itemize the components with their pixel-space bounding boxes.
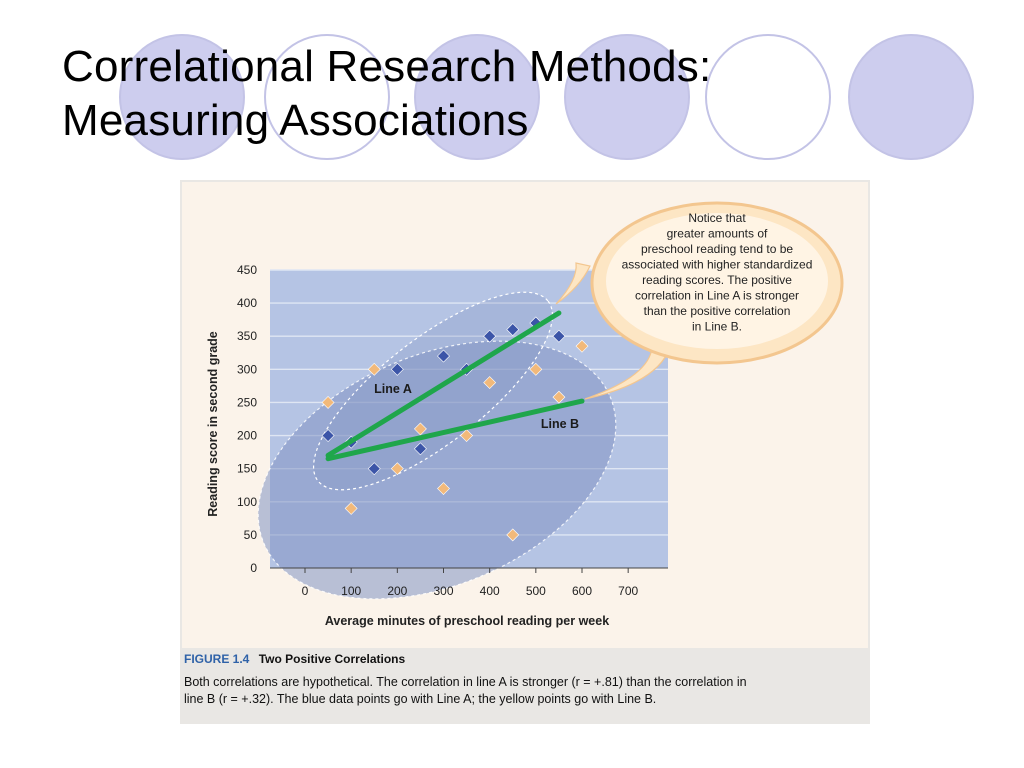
y-tick-label-0: 0 [250, 561, 257, 575]
x-axis-label: Average minutes of preschool reading per… [325, 614, 609, 628]
deco-circle-4 [564, 34, 690, 160]
line-b-point-7 [483, 376, 497, 390]
callout-line-1: Notice that [688, 211, 746, 225]
callout-line-2: greater amounts of [667, 227, 768, 241]
callout-line-7: than the positive correlation [644, 304, 791, 318]
line-b-point-6 [460, 429, 474, 442]
y-axis-label: Reading score in second grade [206, 331, 220, 517]
line-a-point-10 [552, 329, 566, 343]
figure-number: FIGURE 1.4 [184, 652, 250, 666]
line-a-point-4 [413, 442, 427, 456]
line-a-point-3 [390, 362, 404, 376]
x-tick-label-300: 300 [433, 584, 453, 598]
line-b-point-9 [529, 362, 543, 376]
y-tick-label-50: 50 [244, 528, 258, 542]
x-tick-label-200: 200 [387, 584, 407, 598]
slide-title-line-1: Correlational Research Methods: [62, 42, 712, 91]
line-a-point-8 [506, 323, 520, 337]
figure-name: Two Positive Correlations [258, 652, 406, 666]
x-tick-label-700: 700 [618, 584, 638, 598]
deco-circle-5 [705, 34, 831, 160]
slide-title: Correlational Research Methods: Measurin… [62, 40, 711, 148]
deco-circle-3 [414, 34, 540, 160]
deco-circle-2 [264, 34, 390, 160]
y-tick-label-100: 100 [237, 495, 257, 509]
line-a-point-5 [437, 349, 450, 363]
line-b-point-11 [575, 339, 589, 353]
line-a-point-2 [367, 462, 381, 476]
line-b-ellipse [258, 341, 616, 599]
deco-circle-6 [848, 34, 974, 160]
line-a-trend [325, 310, 562, 458]
line-b-ellipse-outline [257, 340, 617, 600]
y-tick-label-250: 250 [237, 395, 257, 409]
line-b-point-8 [506, 528, 520, 542]
background-circles [119, 34, 974, 160]
y-tick-label-300: 300 [237, 362, 257, 376]
line-b-label: Line B [541, 417, 579, 431]
line-b-point-5 [437, 482, 450, 495]
y-tick-label-450: 450 [237, 263, 257, 277]
line-b-point-4 [413, 422, 427, 436]
callout-pointer-b [584, 346, 671, 400]
line-b-point-1 [344, 501, 358, 515]
line-b-point-0 [321, 396, 335, 409]
line-b-point-3 [390, 462, 404, 476]
x-tick-label-500: 500 [526, 584, 546, 598]
y-tick-label-150: 150 [237, 462, 257, 476]
x-tick-label-600: 600 [572, 584, 592, 598]
caption-line-2: line B (r = +.32). The blue data points … [184, 692, 657, 706]
y-tick-label-400: 400 [237, 296, 257, 310]
callout-pointer-a [555, 262, 591, 305]
line-b-point-2 [367, 362, 381, 376]
callout-line-4: associated with higher standardized [622, 258, 813, 272]
caption-heading: FIGURE 1.4 Two Positive Correlations [184, 652, 864, 666]
callout-line-8: in Line B. [692, 320, 742, 334]
x-tick-label-100: 100 [341, 584, 361, 598]
line-a-point-0 [321, 429, 335, 442]
line-a-label: Line A [374, 382, 412, 396]
deco-circle-1 [119, 34, 245, 160]
callout-line-6: correlation in Line A is stronger [635, 289, 799, 303]
callout-line-5: reading scores. The positive [642, 273, 792, 287]
slide-title-line-2: Measuring Associations [62, 96, 529, 145]
figure-caption: FIGURE 1.4 Two Positive Correlations Bot… [184, 652, 864, 708]
caption-line-1: Both correlations are hypothetical. The … [184, 675, 747, 689]
x-tick-label-0: 0 [302, 584, 309, 598]
callout-bubble-glow [606, 213, 828, 349]
line-b-trend [325, 398, 585, 462]
scatter-chart: 0 50 100 150 200 250 300 350 400 450 0 100 200 300 400… [182, 182, 868, 648]
x-tick-label-400: 400 [480, 584, 500, 598]
line-a-point-7 [483, 329, 497, 343]
caption-body: Both correlations are hypothetical. The … [184, 674, 864, 708]
line-b-point-10 [552, 390, 566, 404]
figure-panel: 0 50 100 150 200 250 300 350 400 450 0 100 200 300 400… [180, 180, 870, 724]
y-tick-label-200: 200 [237, 429, 257, 443]
y-tick-label-350: 350 [237, 329, 257, 343]
callout-line-3: preschool reading tend to be [641, 242, 793, 256]
